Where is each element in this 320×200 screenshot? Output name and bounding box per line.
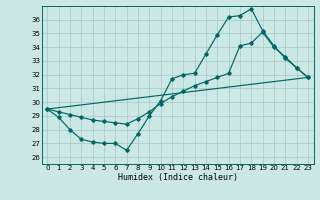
X-axis label: Humidex (Indice chaleur): Humidex (Indice chaleur) xyxy=(118,173,237,182)
